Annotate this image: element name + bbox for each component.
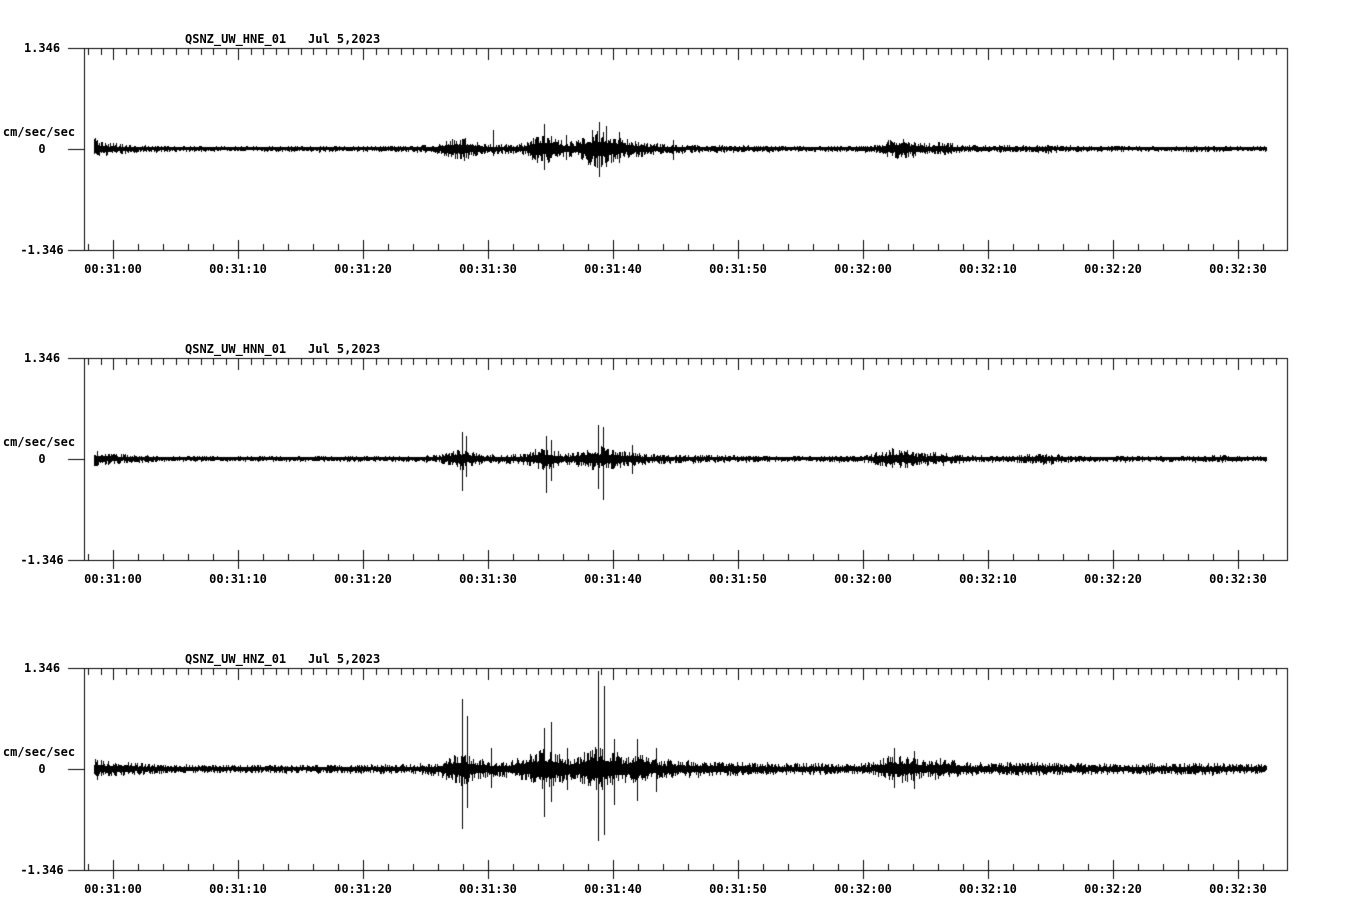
x-tick-label: 00:32:20	[1084, 572, 1142, 586]
x-tick-label: 00:32:00	[834, 262, 892, 276]
x-tick-label: 00:31:20	[334, 882, 392, 896]
x-tick-label: 00:32:10	[959, 572, 1017, 586]
x-tick-label: 00:31:30	[459, 882, 517, 896]
y-max-tick-label: 1.346	[23, 351, 61, 365]
x-tick-label: 00:31:40	[584, 262, 642, 276]
x-tick-label: 00:31:00	[84, 262, 142, 276]
y-axis-unit-label: cm/sec/sec	[2, 125, 76, 139]
trace-date-label: Jul 5,2023	[308, 342, 381, 356]
x-tick-label: 00:31:20	[334, 262, 392, 276]
x-tick-label: 00:31:10	[209, 572, 267, 586]
y-min-tick-label: -1.346	[20, 553, 64, 567]
trace-id-label: QSNZ_UW_HNZ_01	[185, 652, 287, 666]
y-min-tick-label: -1.346	[20, 243, 64, 257]
y-axis-unit-label: cm/sec/sec	[2, 745, 76, 759]
x-tick-label: 00:31:10	[209, 262, 267, 276]
y-axis-unit-label: cm/sec/sec	[2, 435, 76, 449]
x-tick-label: 00:32:10	[959, 262, 1017, 276]
x-tick-label: 00:31:40	[584, 882, 642, 896]
trace-date-label: Jul 5,2023	[308, 32, 381, 46]
y-zero-tick-label: 0	[38, 762, 46, 776]
x-tick-label: 00:31:30	[459, 262, 517, 276]
y-min-tick-label: -1.346	[20, 863, 64, 877]
trace-id-label: QSNZ_UW_HNN_01	[185, 342, 287, 356]
x-tick-label: 00:32:30	[1209, 572, 1267, 586]
x-tick-label: 00:31:00	[84, 882, 142, 896]
trace-id-label: QSNZ_UW_HNE_01	[185, 32, 287, 46]
x-tick-label: 00:32:30	[1209, 882, 1267, 896]
x-tick-label: 00:32:00	[834, 882, 892, 896]
x-tick-label: 00:32:20	[1084, 262, 1142, 276]
x-tick-label: 00:31:20	[334, 572, 392, 586]
x-tick-label: 00:31:00	[84, 572, 142, 586]
x-tick-label: 00:32:30	[1209, 262, 1267, 276]
x-tick-label: 00:31:30	[459, 572, 517, 586]
x-tick-label: 00:31:10	[209, 882, 267, 896]
x-tick-label: 00:31:40	[584, 572, 642, 586]
y-zero-tick-label: 0	[38, 142, 46, 156]
trace-date-label: Jul 5,2023	[308, 652, 381, 666]
x-tick-label: 00:31:50	[709, 262, 767, 276]
y-max-tick-label: 1.346	[23, 41, 61, 55]
x-tick-label: 00:31:50	[709, 572, 767, 586]
x-tick-label: 00:32:20	[1084, 882, 1142, 896]
x-tick-label: 00:31:50	[709, 882, 767, 896]
y-max-tick-label: 1.346	[23, 661, 61, 675]
x-tick-label: 00:32:10	[959, 882, 1017, 896]
y-zero-tick-label: 0	[38, 452, 46, 466]
x-tick-label: 00:32:00	[834, 572, 892, 586]
